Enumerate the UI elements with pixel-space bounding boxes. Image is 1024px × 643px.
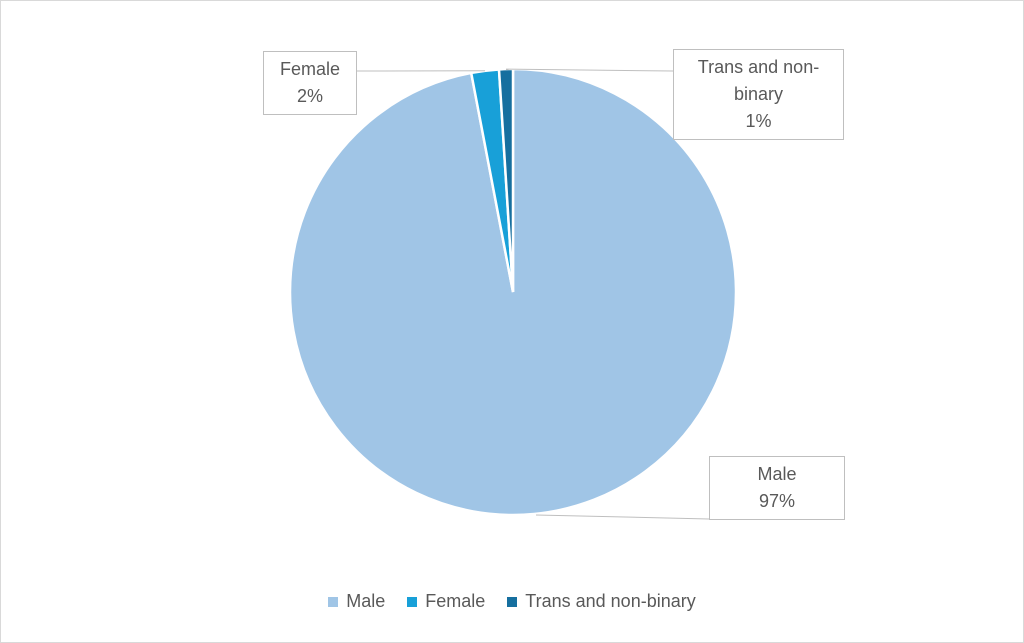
data-label-value: 2% [296,86,323,106]
legend-item: Male [328,591,385,612]
data-label-name: Male [757,464,797,484]
legend-swatch [407,596,418,607]
legend-swatch [507,596,518,607]
legend-label: Trans and non-binary [525,591,696,611]
legend-label: Male [346,591,386,611]
data-label-name: Trans and non-binary [697,57,820,104]
legend-item: Trans and non-binary [507,591,696,612]
legend: Male Female Trans and non-binary [1,591,1023,612]
data-label: Trans and non-binary 1% [673,49,844,140]
data-label: Male 97% [709,456,845,520]
data-label-name: Female [279,59,341,79]
legend-item: Female [407,591,485,612]
data-label-value: 1% [745,111,772,131]
legend-swatch [328,596,339,607]
leader-line [505,68,674,72]
leader-line [535,514,710,520]
data-label-value: 97% [758,491,796,511]
legend-label: Female [425,591,486,611]
data-label: Female 2% [263,51,357,115]
